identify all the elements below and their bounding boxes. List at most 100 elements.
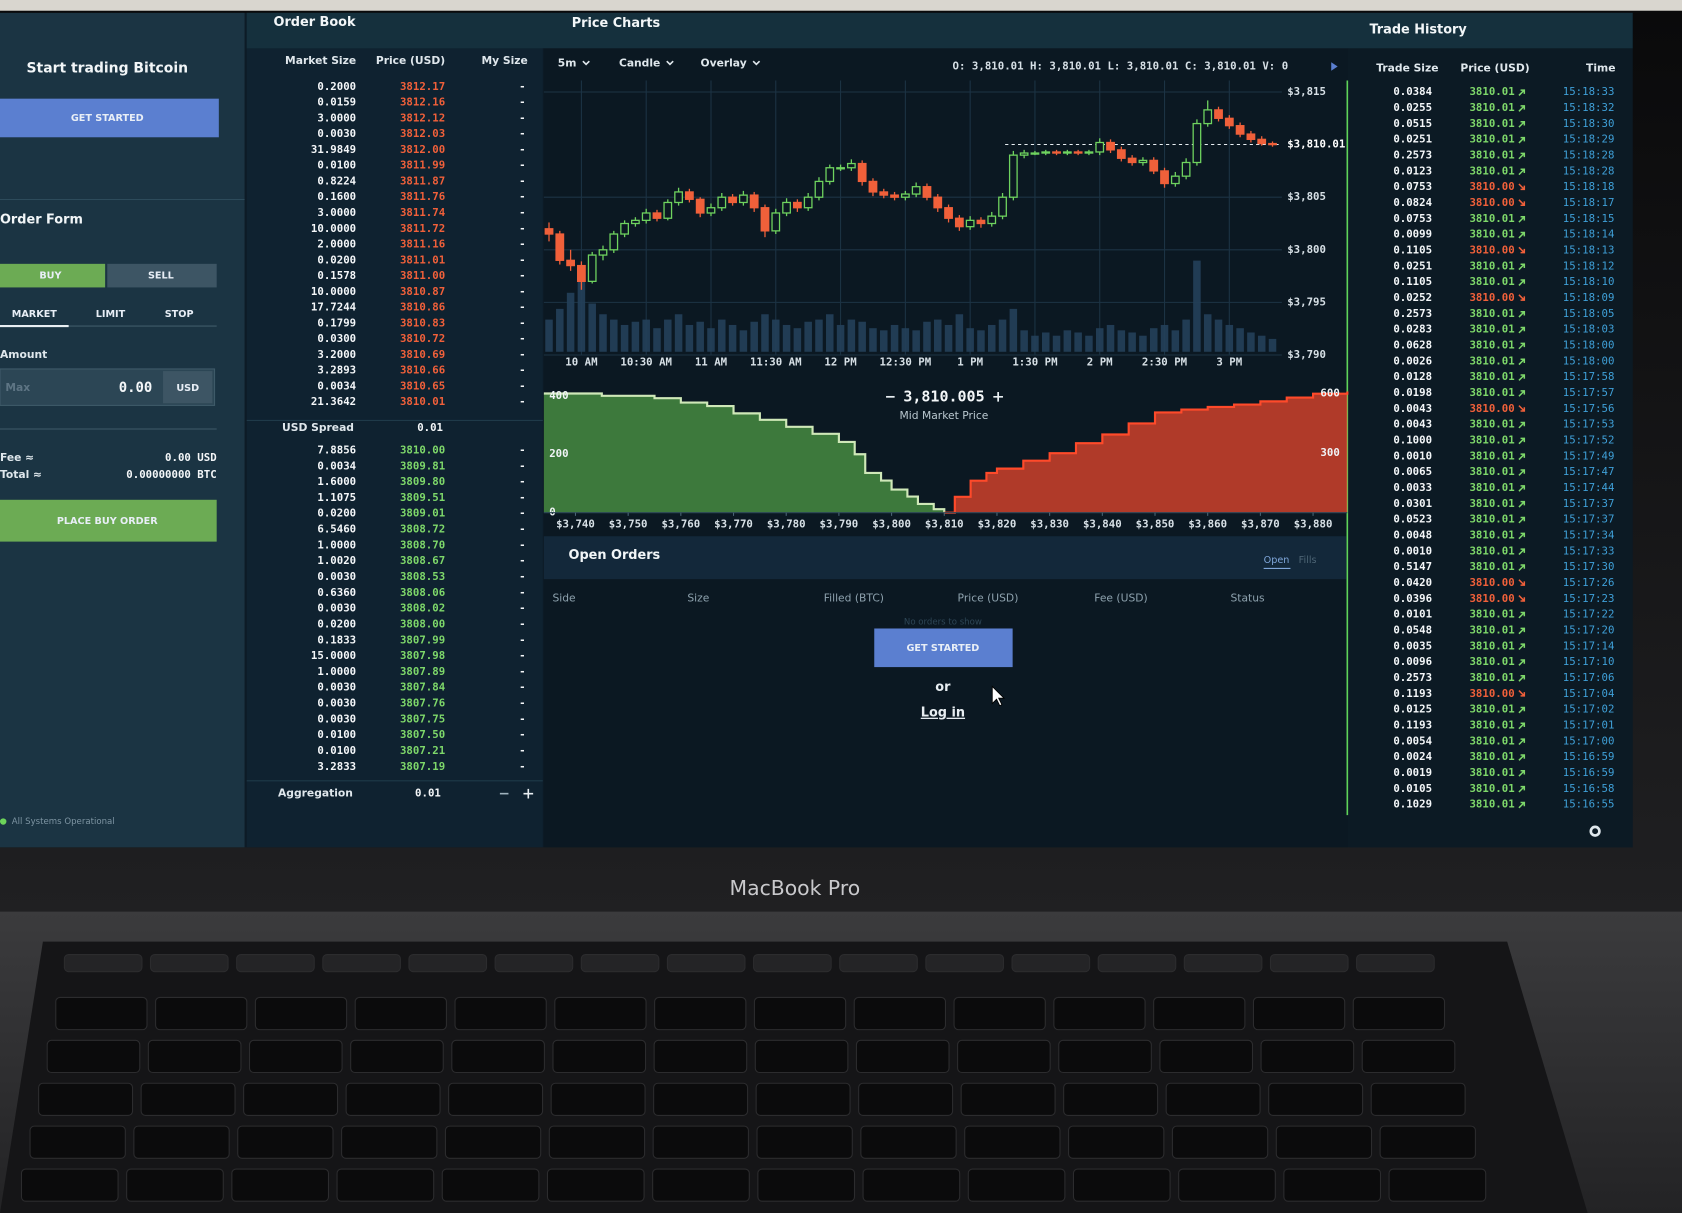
- volume-bar: [956, 314, 964, 352]
- ask-size: 0.2000: [317, 80, 356, 93]
- key: [237, 955, 315, 972]
- order-type[interactable]: STOP: [165, 309, 194, 320]
- volume-bar: [761, 314, 769, 352]
- trade-time: 15:17:23: [1563, 592, 1615, 605]
- ask-size: 10.0000: [311, 222, 356, 235]
- bid-price: 3808.53: [400, 570, 445, 583]
- candle-body: [599, 250, 607, 255]
- total-label: Total ≈: [0, 468, 42, 481]
- trade-time: 15:18:28: [1563, 149, 1615, 162]
- key: [323, 955, 401, 972]
- key: [1179, 1169, 1276, 1201]
- key: [1073, 1169, 1170, 1201]
- bid-price: 3808.67: [400, 554, 445, 567]
- my-size: -: [519, 554, 525, 567]
- bid-size: 1.6000: [317, 475, 356, 488]
- amount-value: 0.00: [119, 380, 153, 396]
- trade-time: 15:17:10: [1563, 655, 1615, 668]
- bid-price: 3809.51: [400, 491, 445, 504]
- volume-bar: [545, 320, 553, 352]
- x-tick-label: 1 PM: [957, 356, 983, 369]
- candle-body: [858, 164, 866, 182]
- candle-body: [966, 220, 974, 226]
- y-tick-label: $3,805: [1287, 190, 1326, 203]
- ask-price: 3811.99: [400, 159, 445, 172]
- left-panel: [0, 13, 245, 847]
- key: [653, 1126, 748, 1158]
- my-size: -: [519, 523, 525, 536]
- key: [654, 1083, 748, 1115]
- chart-control[interactable]: Candle: [619, 56, 660, 69]
- volume-bar: [1064, 330, 1072, 351]
- bid-size: 1.0020: [317, 554, 356, 567]
- my-size: -: [519, 348, 525, 361]
- candle-body: [826, 168, 834, 182]
- key: [1284, 1169, 1381, 1201]
- trade-price: 3810.01: [1469, 560, 1514, 573]
- candle-body: [696, 199, 704, 213]
- key: [961, 1083, 1055, 1115]
- trade-time: 15:17:34: [1563, 528, 1615, 541]
- my-size: -: [519, 681, 525, 694]
- candle-body: [923, 187, 931, 198]
- x-tick-label: $3,800: [872, 517, 911, 530]
- x-tick-label: $3,840: [1083, 517, 1122, 530]
- candle-body: [1074, 152, 1082, 153]
- trade-time: 15:18:09: [1563, 291, 1615, 304]
- volume-bar: [923, 322, 931, 352]
- trade-time: 15:18:05: [1563, 307, 1615, 320]
- my-size: -: [519, 395, 525, 408]
- trade-price: 3810.01: [1469, 354, 1514, 367]
- trade-size: 0.0033: [1393, 481, 1432, 494]
- ask-size: 3.2893: [317, 364, 356, 377]
- bid-size: 0.0030: [317, 681, 356, 694]
- trade-price: 3810.01: [1469, 339, 1514, 352]
- ask-price: 3811.00: [400, 269, 445, 282]
- order-type[interactable]: LIMIT: [96, 309, 126, 320]
- trade-size: 0.0548: [1393, 623, 1432, 636]
- trade-price: 3810.01: [1469, 497, 1514, 510]
- bid-price: 3808.06: [400, 586, 445, 599]
- ask-size: 0.0159: [317, 96, 356, 109]
- candle-body: [1150, 160, 1158, 171]
- candle-body: [1042, 152, 1050, 153]
- order-type[interactable]: MARKET: [12, 309, 58, 320]
- key: [954, 997, 1045, 1029]
- key: [755, 1040, 848, 1072]
- chart-control[interactable]: 5m: [558, 56, 577, 69]
- volume-bar: [1150, 328, 1158, 352]
- volume-bar: [869, 328, 877, 352]
- y-tick-label: $3,795: [1287, 295, 1326, 308]
- orders-tab[interactable]: Fills: [1299, 555, 1317, 566]
- trade-price: 3810.01: [1469, 782, 1514, 795]
- key: [148, 1040, 241, 1072]
- y-tick-label: $3,800: [1287, 243, 1326, 256]
- login-link[interactable]: Log in: [921, 706, 965, 721]
- trade-size: 0.0198: [1393, 386, 1432, 399]
- trade-time: 15:17:20: [1563, 623, 1615, 636]
- ask-price: 3810.69: [400, 348, 445, 361]
- trade-size: 0.0128: [1393, 370, 1432, 383]
- candle-body: [880, 192, 888, 195]
- chart-control[interactable]: Overlay: [700, 56, 746, 69]
- my-size: -: [519, 379, 525, 392]
- key: [134, 1126, 229, 1158]
- candle-body: [1118, 150, 1126, 158]
- volume-bar: [794, 328, 802, 352]
- trade-price: 3810.01: [1469, 449, 1514, 462]
- volume-bar: [1226, 325, 1234, 352]
- orders-tab[interactable]: Open: [1264, 555, 1290, 566]
- trade-price: 3810.01: [1469, 386, 1514, 399]
- trade-time: 15:17:06: [1563, 671, 1615, 684]
- trade-size: 0.0123: [1393, 164, 1432, 177]
- key: [555, 997, 646, 1029]
- candle-body: [1053, 152, 1061, 153]
- key: [255, 997, 346, 1029]
- trade-time: 15:18:28: [1563, 164, 1615, 177]
- trade-time: 15:17:22: [1563, 608, 1615, 621]
- volume-bar: [1053, 336, 1061, 352]
- x-tick-label: $3,830: [1030, 517, 1069, 530]
- my-size: -: [519, 617, 525, 630]
- candle-body: [1020, 153, 1028, 155]
- trade-size: 0.1029: [1393, 798, 1432, 811]
